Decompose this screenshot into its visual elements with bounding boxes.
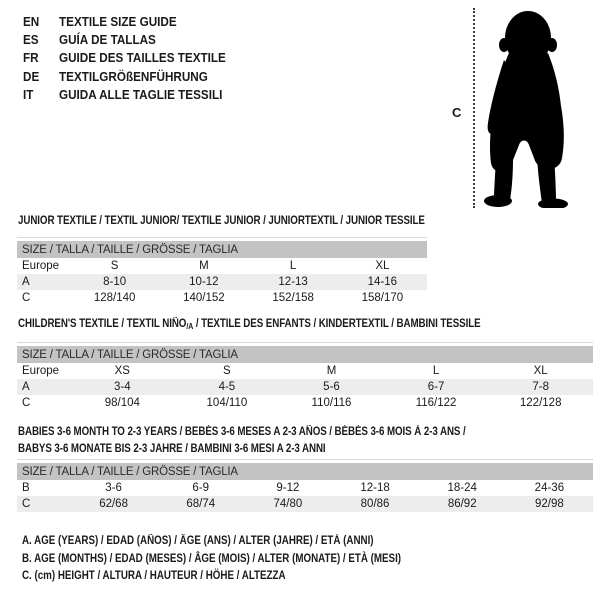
section-title-children: CHILDREN'S TEXTILE / TEXTIL NIÑO/A / TEX…: [18, 318, 481, 331]
size-cell: 104/110: [206, 397, 248, 409]
size-cell: 80/86: [331, 496, 419, 512]
language-code: DE: [23, 68, 40, 84]
table-row: C 98/104 104/110 110/116 116/122 122/128: [17, 395, 593, 411]
size-cell: 68/74: [157, 496, 245, 512]
size-cell: 6-9: [192, 482, 210, 494]
footnotes: A. AGE (YEARS) / EDAD (AÑOS) / ÂGE (ANS)…: [22, 533, 401, 586]
title-text: CHILDREN'S TEXTILE / TEXTIL NIÑO: [18, 318, 187, 330]
size-cell: 18-24: [447, 482, 477, 494]
size-cell: 3-4: [70, 379, 175, 395]
size-cell: M: [326, 365, 337, 377]
footnote-b: B. AGE (MONTHS) / EDAD (MESES) / ÂGE (MO…: [22, 552, 402, 565]
size-cell: 24-36: [534, 482, 565, 494]
table-header-bar: SIZE / TALLA / TAILLE / GRÖSSE / TAGLIA: [17, 346, 593, 363]
language-code: EN: [23, 14, 40, 29]
table-row: Europe S M L XL: [17, 258, 427, 274]
size-cell: L: [432, 365, 440, 377]
language-row: EN TEXTILE SIZE GUIDE: [23, 13, 226, 31]
size-table-children: SIZE / TALLA / TAILLE / GRÖSSE / TAGLIA …: [17, 346, 593, 411]
size-cell: 86/92: [418, 496, 506, 512]
row-label: A: [17, 379, 70, 395]
row-label: B: [22, 482, 30, 494]
row-label: Europe: [22, 260, 60, 272]
baby-silhouette: [484, 11, 568, 208]
table-row: B 3-6 6-9 9-12 12-18 18-24 24-36: [17, 480, 593, 496]
table-row: Europe XS S M L XL: [17, 363, 593, 379]
size-cell: S: [110, 260, 119, 272]
size-table-babies: SIZE / TALLA / TAILLE / GRÖSSE / TAGLIA …: [17, 463, 593, 512]
language-row: DE TEXTILGRÖßENFÜHRUNG: [23, 68, 226, 86]
size-cell: 6-7: [383, 379, 489, 395]
table-header-bar: SIZE / TALLA / TAILLE / GRÖSSE / TAGLIA: [17, 241, 427, 258]
size-cell: 10-12: [159, 274, 249, 290]
size-cell: M: [199, 260, 209, 272]
title-line-2: BABYS 3-6 MONATE BIS 2-3 JAHRE / BAMBINI…: [18, 443, 326, 455]
table-row: A 8-10 10-12 12-13 14-16: [17, 274, 427, 290]
language-label: TEXTILE SIZE GUIDE: [59, 14, 177, 29]
row-label: C: [22, 397, 31, 409]
height-measure-dotted-line: [473, 8, 475, 208]
size-cell: 12-13: [248, 274, 338, 290]
size-cell: 12-18: [360, 482, 390, 494]
size-cell: 4-5: [174, 379, 280, 395]
figure-measure-label: C: [452, 105, 462, 120]
title-text: / TEXTILE DES ENFANTS / KINDERTEXTIL / B…: [193, 318, 481, 330]
language-label: GUIDA ALLE TAGLIE TESSILI: [59, 86, 223, 102]
language-list: EN TEXTILE SIZE GUIDE ES GUÍA DE TALLAS …: [23, 13, 226, 104]
size-cell: 122/128: [519, 397, 562, 409]
size-cell: 62/68: [70, 496, 158, 512]
size-cell: 98/104: [104, 397, 140, 409]
size-table-junior: SIZE / TALLA / TAILLE / GRÖSSE / TAGLIA …: [17, 241, 427, 306]
size-cell: XL: [375, 260, 390, 272]
row-label: C: [17, 496, 70, 512]
language-label: GUIDE DES TAILLES TEXTILE: [59, 50, 226, 66]
language-row: FR GUIDE DES TAILLES TEXTILE: [23, 49, 226, 67]
size-cell: 14-16: [337, 274, 427, 290]
title-line-1: BABIES 3-6 MONTH TO 2-3 YEARS / BEBÉS 3-…: [18, 426, 466, 438]
table-header-bar: SIZE / TALLA / TAILLE / GRÖSSE / TAGLIA: [17, 463, 593, 480]
size-cell: 116/122: [415, 397, 457, 409]
language-code: ES: [23, 32, 39, 48]
size-cell: 140/152: [183, 292, 225, 304]
language-label: TEXTILGRÖßENFÜHRUNG: [59, 68, 208, 84]
table-row: C 128/140 140/152 152/158 158/170: [17, 290, 427, 306]
size-cell: 9-12: [276, 482, 300, 494]
section-title-babies: BABIES 3-6 MONTH TO 2-3 YEARS / BEBÉS 3-…: [18, 424, 466, 458]
size-cell: 158/170: [361, 292, 404, 304]
section-title-junior: JUNIOR TEXTILE / TEXTIL JUNIOR/ TEXTILE …: [18, 215, 425, 227]
size-cell: 74/80: [244, 496, 332, 512]
row-label: C: [22, 292, 31, 304]
language-code: FR: [23, 50, 39, 66]
language-label: GUÍA DE TALLAS: [59, 32, 156, 48]
size-cell: 7-8: [488, 379, 593, 395]
size-cell: 92/98: [505, 496, 593, 512]
section-children: SIZE / TALLA / TAILLE / GRÖSSE / TAGLIA …: [17, 342, 593, 411]
language-code: IT: [23, 86, 34, 102]
size-cell: XL: [533, 365, 548, 377]
language-row: ES GUÍA DE TALLAS: [23, 31, 226, 49]
size-cell: 3-6: [105, 482, 122, 494]
footnote-c: C. (cm) HEIGHT / ALTURA / HAUTEUR / HÖHE…: [22, 570, 286, 582]
size-cell: S: [223, 365, 231, 377]
row-label: Europe: [22, 365, 60, 377]
size-cell: L: [289, 260, 297, 272]
size-cell: 5-6: [279, 379, 384, 395]
title-subscript: /A: [186, 322, 194, 331]
row-label: A: [17, 274, 70, 290]
size-cell: 152/158: [272, 292, 314, 304]
table-row: C 62/68 68/74 74/80 80/86 86/92 92/98: [17, 496, 593, 512]
size-cell: 128/140: [93, 292, 136, 304]
size-cell: 110/116: [311, 397, 352, 409]
size-cell: 8-10: [70, 274, 160, 290]
language-row: IT GUIDA ALLE TAGLIE TESSILI: [23, 86, 226, 104]
section-junior: SIZE / TALLA / TAILLE / GRÖSSE / TAGLIA …: [17, 237, 427, 306]
size-cell: XS: [114, 365, 130, 377]
table-row: A 3-4 4-5 5-6 6-7 7-8: [17, 379, 593, 395]
section-babies: SIZE / TALLA / TAILLE / GRÖSSE / TAGLIA …: [17, 459, 593, 512]
footnote-a: A. AGE (YEARS) / EDAD (AÑOS) / ÂGE (ANS)…: [22, 535, 374, 547]
